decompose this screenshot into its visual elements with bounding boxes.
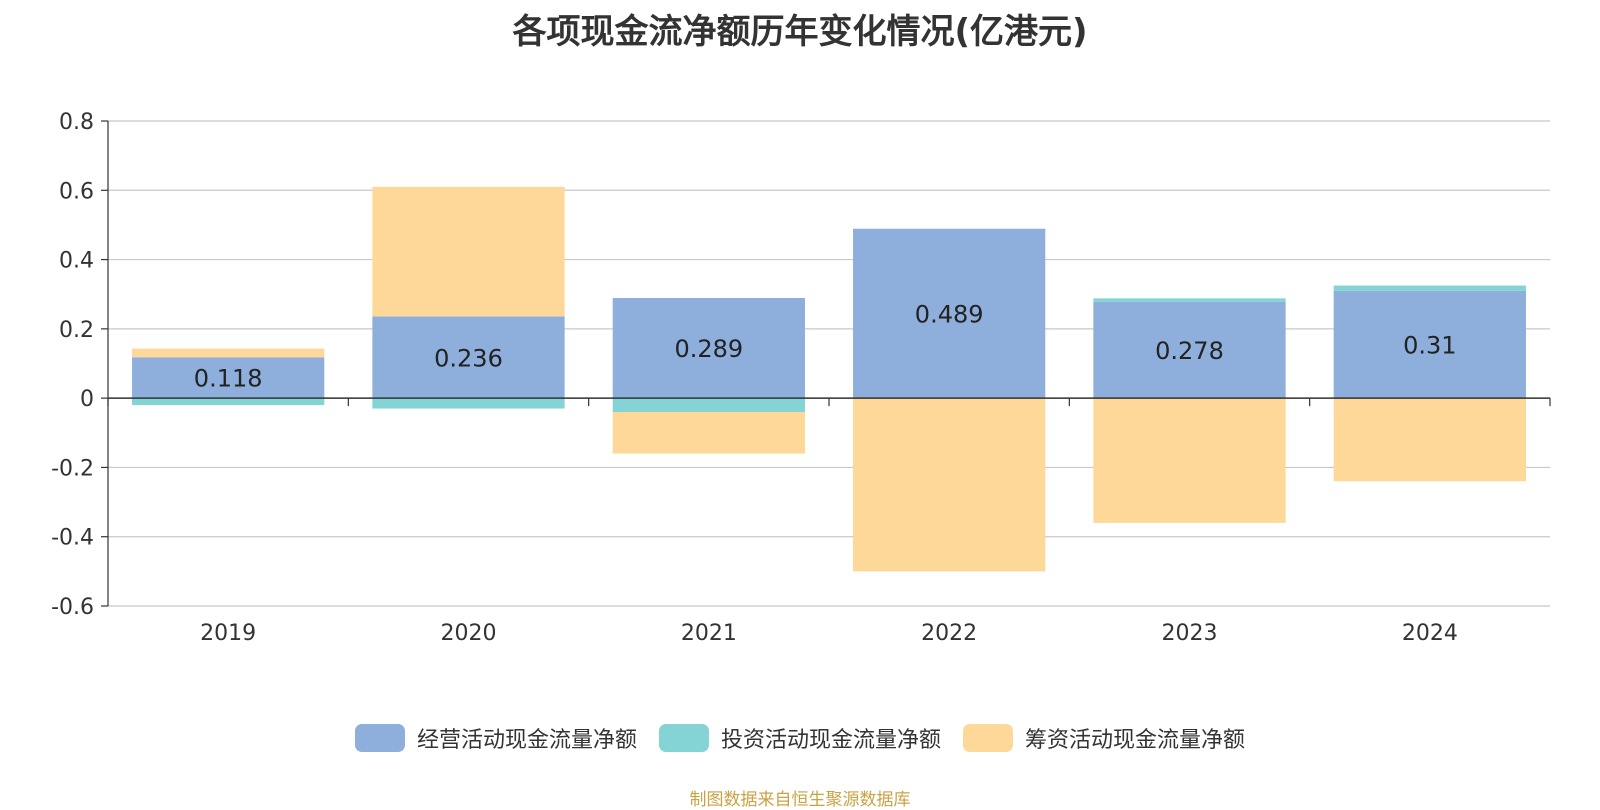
bar-operating-2024 [1333, 290, 1526, 399]
x-tick-label: 2024 [1402, 621, 1458, 646]
bar-operating-2021 [612, 298, 805, 399]
x-tick-label: 2023 [1162, 621, 1218, 646]
bar-investing-2024 [1333, 285, 1526, 291]
y-tick-label: 0.2 [59, 318, 94, 343]
bar-financing-2019 [132, 348, 325, 358]
bar-financing-2023 [1093, 398, 1286, 523]
data-label-operating: 0.278 [1155, 337, 1224, 365]
y-tick-label: 0.6 [59, 179, 94, 204]
y-tick-label: 0 [80, 387, 94, 412]
data-label-operating: 0.236 [434, 344, 503, 372]
data-label-operating: 0.31 [1403, 331, 1456, 359]
legend-swatch-financing [963, 724, 1013, 752]
legend-item-investing[interactable]: 投资活动现金流量净额 [658, 722, 941, 754]
y-tick-label: 0.8 [59, 110, 94, 135]
bar-financing-2022 [853, 398, 1046, 572]
bar-operating-2019 [132, 357, 325, 399]
bar-operating-2023 [1093, 301, 1286, 399]
x-tick-label: 2021 [681, 621, 737, 646]
source-note: 制图数据来自恒生聚源数据库 [689, 790, 911, 810]
y-tick-label: -0.2 [51, 456, 94, 481]
y-tick-label: 0.4 [59, 249, 94, 274]
legend-item-financing[interactable]: 筹资活动现金流量净额 [963, 722, 1245, 754]
x-tick-label: 2019 [200, 621, 256, 646]
chart-title: 各项现金流净额历年变化情况(亿港元) [512, 12, 1088, 52]
bar-investing-2020 [372, 398, 565, 409]
data-label-operating: 0.489 [915, 300, 984, 328]
legend-swatch-investing [658, 724, 709, 752]
y-tick-label: -0.4 [51, 526, 94, 551]
bar-investing-2021 [612, 398, 805, 412]
bar-investing-2023 [1093, 298, 1286, 302]
x-tick-label: 2020 [441, 621, 497, 646]
bar-financing-2024 [1333, 398, 1526, 482]
legend-item-operating[interactable]: 经营活动现金流量净额 [354, 722, 637, 754]
bar-operating-2020 [372, 316, 565, 399]
bar-investing-2019 [132, 398, 325, 406]
legend-swatch-operating [354, 724, 405, 752]
legend: 经营活动现金流量净额 投资活动现金流量净额 筹资活动现金流量净额 [0, 722, 1600, 754]
legend-label-operating: 经营活动现金流量净额 [416, 728, 637, 753]
legend-label-financing: 筹资活动现金流量净额 [1025, 728, 1246, 753]
bar-financing-2021 [612, 412, 805, 454]
x-tick-label: 2022 [921, 621, 977, 646]
bar-operating-2022 [853, 228, 1046, 399]
data-label-operating: 0.289 [674, 335, 743, 363]
data-label-operating: 0.118 [194, 365, 263, 393]
legend-label-investing: 投资活动现金流量净额 [720, 728, 941, 753]
chart-plot: -0.6 -0.4 -0.2 0 0.2 0.4 0.6 0.8 0.118 0.236 0.289… [51, 110, 1551, 646]
y-tick-label: -0.6 [51, 595, 94, 620]
bar-financing-2020 [372, 186, 565, 317]
